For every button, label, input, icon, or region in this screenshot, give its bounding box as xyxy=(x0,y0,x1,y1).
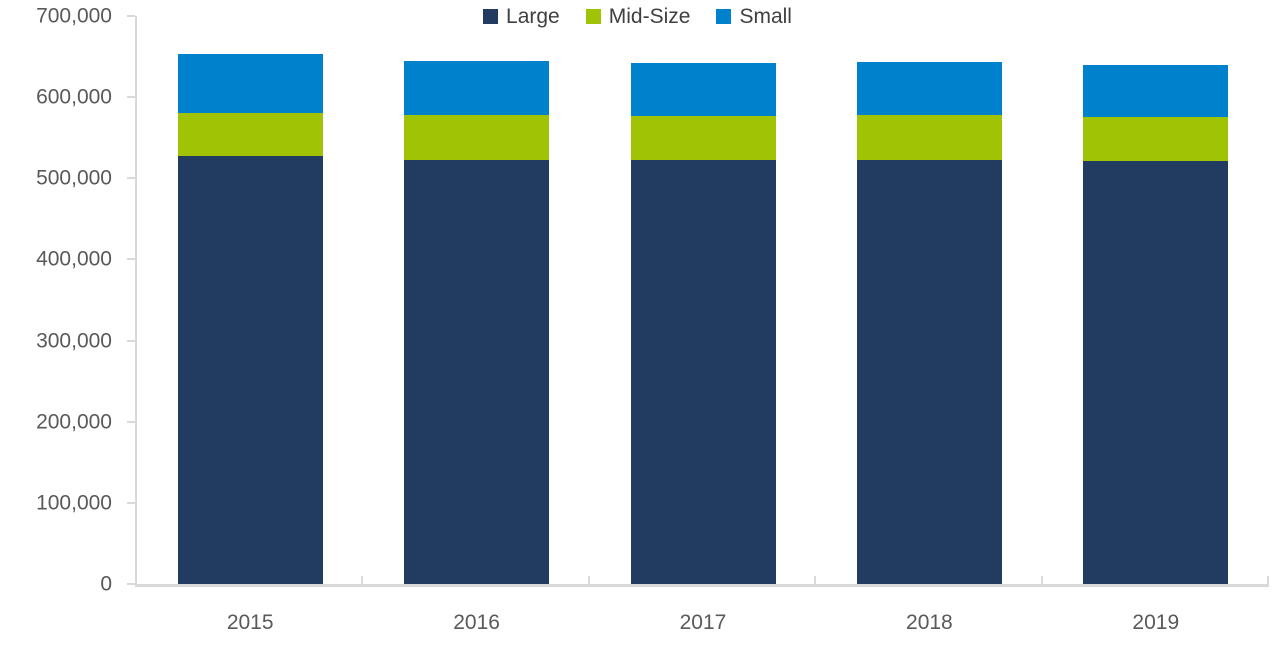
y-axis-tick-label: 300,000 xyxy=(36,329,112,353)
bar-segment-small-2017 xyxy=(630,63,776,116)
legend-label: Small xyxy=(739,5,792,28)
legend-swatch-icon xyxy=(716,9,732,24)
bar-segment-mid-size-2015 xyxy=(177,112,323,157)
legend-item-large: Large xyxy=(483,6,560,27)
legend: Large Mid-Size Small xyxy=(0,6,1275,27)
bar-segment-large-2019 xyxy=(1083,161,1229,584)
bar-segment-small-2015 xyxy=(177,54,323,113)
x-axis-line xyxy=(137,584,1269,587)
x-axis-label-2019: 2019 xyxy=(1132,611,1180,634)
bar-segment-large-2015 xyxy=(177,156,323,584)
y-axis-tick-label: 700,000 xyxy=(36,4,112,28)
legend-label: Large xyxy=(506,5,560,28)
bar-segment-mid-size-2018 xyxy=(856,114,1002,161)
bar-segment-small-2016 xyxy=(404,60,550,115)
bar-segment-small-2018 xyxy=(856,62,1002,115)
bar-segment-small-2019 xyxy=(1083,65,1229,117)
y-axis-line xyxy=(135,16,137,587)
y-axis-tick xyxy=(127,258,135,261)
x-axis-tick xyxy=(587,576,590,584)
bar-segment-large-2018 xyxy=(856,160,1002,584)
bar-segment-mid-size-2016 xyxy=(404,114,550,160)
x-axis-label-2017: 2017 xyxy=(679,611,727,634)
legend-swatch-icon xyxy=(585,9,601,24)
y-axis-tick xyxy=(127,177,135,180)
x-axis-tick xyxy=(361,576,364,584)
bar-segment-large-2016 xyxy=(404,159,550,584)
y-axis-tick-label: 500,000 xyxy=(36,166,112,190)
x-axis-label-2016: 2016 xyxy=(453,611,500,634)
y-axis-tick xyxy=(127,339,135,342)
x-axis-label-2015: 2015 xyxy=(226,611,274,634)
x-axis-tick xyxy=(814,576,817,584)
y-axis-tick xyxy=(127,15,135,17)
x-axis-tick xyxy=(1267,576,1269,584)
y-axis-tick-label: 0 xyxy=(100,572,112,596)
y-axis-tick-label: 600,000 xyxy=(36,85,112,109)
bar-segment-large-2017 xyxy=(630,160,776,584)
y-axis-tick xyxy=(127,583,135,585)
y-axis-tick-label: 200,000 xyxy=(36,410,112,434)
bar-segment-mid-size-2017 xyxy=(630,115,776,161)
legend-item-small: Small xyxy=(716,6,792,27)
y-axis-tick-label: 400,000 xyxy=(36,247,112,271)
bar-segment-mid-size-2019 xyxy=(1083,116,1229,162)
legend-item-mid-size: Mid-Size xyxy=(585,5,691,28)
y-axis-tick xyxy=(127,420,135,423)
y-axis-tick xyxy=(127,96,135,99)
x-axis-tick xyxy=(1040,576,1043,584)
x-axis-label-2018: 2018 xyxy=(906,611,953,634)
y-axis-tick-label: 100,000 xyxy=(36,491,112,515)
legend-swatch-icon xyxy=(483,9,499,24)
legend-label: Mid-Size xyxy=(608,5,691,28)
y-axis-tick xyxy=(127,501,135,504)
